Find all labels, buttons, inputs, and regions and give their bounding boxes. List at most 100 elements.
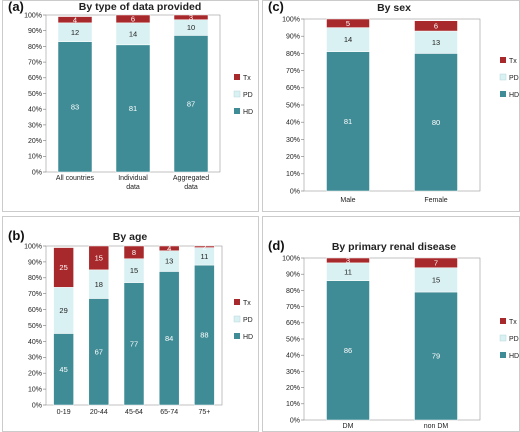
data-label-tx-4: 2 [202, 242, 206, 251]
data-label-hd-3: 84 [165, 334, 173, 343]
y-tick-label: 90% [28, 259, 42, 266]
data-label-pd-3: 13 [165, 257, 173, 266]
bar-hd-0 [57, 41, 93, 173]
bar-tx-0 [326, 257, 370, 264]
data-label-tx-1: 15 [95, 254, 103, 263]
data-label-tx-0: 25 [59, 263, 67, 272]
legend-label-pd: PD [509, 75, 519, 82]
data-label-hd-0: 81 [344, 117, 352, 126]
y-tick-label: 0% [290, 417, 300, 424]
category-label-0: All countries [56, 175, 95, 182]
y-tick-label: 0% [290, 188, 300, 195]
data-label-tx-0: 5 [346, 19, 350, 28]
category-label-2: Aggregated data [173, 175, 209, 191]
y-tick-label: 80% [28, 275, 42, 282]
y-tick-label: 100% [282, 16, 300, 23]
category-label-0: 0-19 [57, 409, 71, 416]
chart-panel-c: (c) By sex 0% 10% 20% 30% 40% 50% 60% 70% 80% 90% 10… [262, 0, 520, 212]
category-label-1: Female [424, 197, 447, 204]
y-tick-label: 10% [286, 171, 300, 178]
data-label-tx-2: 8 [132, 248, 136, 257]
data-label-tx-1: 6 [131, 15, 135, 24]
data-label-tx-3: 4 [167, 244, 171, 253]
y-tick-label: 60% [28, 75, 42, 82]
bar-tx-2 [123, 245, 145, 259]
legend-swatch-tx [500, 57, 506, 63]
category-label-1: Individual data [118, 175, 148, 191]
bar-tx-1 [414, 20, 458, 32]
category-label-2: 45-64 [125, 409, 143, 416]
data-label-hd-0: 86 [344, 346, 352, 355]
bar-pd-1 [414, 267, 458, 293]
y-tick-label: 30% [286, 369, 300, 376]
data-label-tx-1: 6 [434, 21, 438, 30]
y-tick-label: 80% [286, 288, 300, 295]
data-label-tx-1: 7 [434, 258, 438, 267]
y-tick-label: 0% [32, 402, 42, 409]
data-label-pd-1: 18 [95, 280, 103, 289]
y-tick-label: 20% [286, 385, 300, 392]
y-tick-label: 20% [28, 138, 42, 145]
category-label-1: non DM [424, 423, 449, 430]
y-tick-label: 10% [28, 387, 42, 394]
bar-tx-4 [194, 245, 215, 248]
legend-label-pd: PD [243, 317, 253, 324]
data-label-pd-0: 29 [59, 306, 67, 315]
legend-swatch-hd [234, 333, 240, 339]
legend-swatch-hd [234, 108, 240, 114]
legend-swatch-pd [233, 315, 241, 323]
panel-frame [262, 216, 520, 432]
y-tick-label: 100% [282, 255, 300, 262]
y-tick-label: 70% [28, 291, 42, 298]
bar-tx-1 [88, 245, 110, 271]
data-label-pd-2: 15 [130, 266, 138, 275]
bar-pd-0 [326, 27, 370, 52]
y-tick-label: 100% [24, 12, 42, 19]
chart-panel-d: (d) By primary renal disease 0% 10% 20% 30% 40… [262, 216, 520, 432]
legend-swatch-hd [500, 91, 506, 97]
data-label-tx-0: 3 [346, 256, 350, 265]
bar-tx-0 [326, 18, 370, 28]
y-tick-label: 60% [28, 307, 42, 314]
chart-title: By sex [377, 2, 411, 14]
bar-tx-1 [414, 257, 458, 268]
legend: Tx PD HD [499, 318, 519, 360]
data-label-hd-1: 67 [95, 347, 103, 356]
data-label-hd-1: 79 [432, 352, 440, 361]
chart-panel-b: (b) By age 0% 10% 20% 30% 40% 50% 60% 70% 80% 90% 10… [2, 216, 259, 432]
y-tick-label: 0% [32, 169, 42, 176]
legend-swatch-hd [500, 352, 506, 358]
y-tick-label: 30% [286, 137, 300, 144]
data-label-hd-1: 80 [432, 118, 440, 127]
y-tick-label: 30% [28, 122, 42, 129]
panel-label: (b) [8, 228, 25, 243]
y-tick-label: 40% [286, 353, 300, 360]
data-label-pd-0: 12 [71, 28, 79, 37]
y-tick-label: 50% [286, 336, 300, 343]
panel-label: (d) [268, 238, 285, 253]
y-tick-label: 60% [286, 320, 300, 327]
data-label-hd-2: 77 [130, 339, 138, 348]
y-tick-label: 90% [28, 28, 42, 35]
data-label-hd-1: 81 [129, 104, 137, 113]
bar-tx-0 [57, 16, 93, 24]
category-label-4: 75+ [198, 409, 210, 416]
legend-label-tx: Tx [509, 319, 517, 326]
legend-swatch-tx [234, 74, 240, 80]
y-tick-label: 60% [286, 85, 300, 92]
category-label-0: DM [343, 423, 354, 430]
legend-swatch-tx [234, 299, 240, 305]
y-tick-label: 70% [28, 60, 42, 67]
bar-tx-3 [158, 245, 180, 252]
data-label-pd-1: 13 [432, 38, 440, 47]
legend-swatch-pd [499, 334, 507, 342]
data-label-hd-2: 87 [187, 99, 195, 108]
chart-title: By type of data provided [79, 1, 202, 13]
bar-hd-2 [173, 35, 209, 173]
data-label-tx-0: 4 [73, 15, 77, 24]
y-tick-label: 20% [286, 154, 300, 161]
y-tick-label: 50% [28, 91, 42, 98]
y-tick-label: 80% [28, 44, 42, 51]
y-tick-label: 70% [286, 68, 300, 75]
